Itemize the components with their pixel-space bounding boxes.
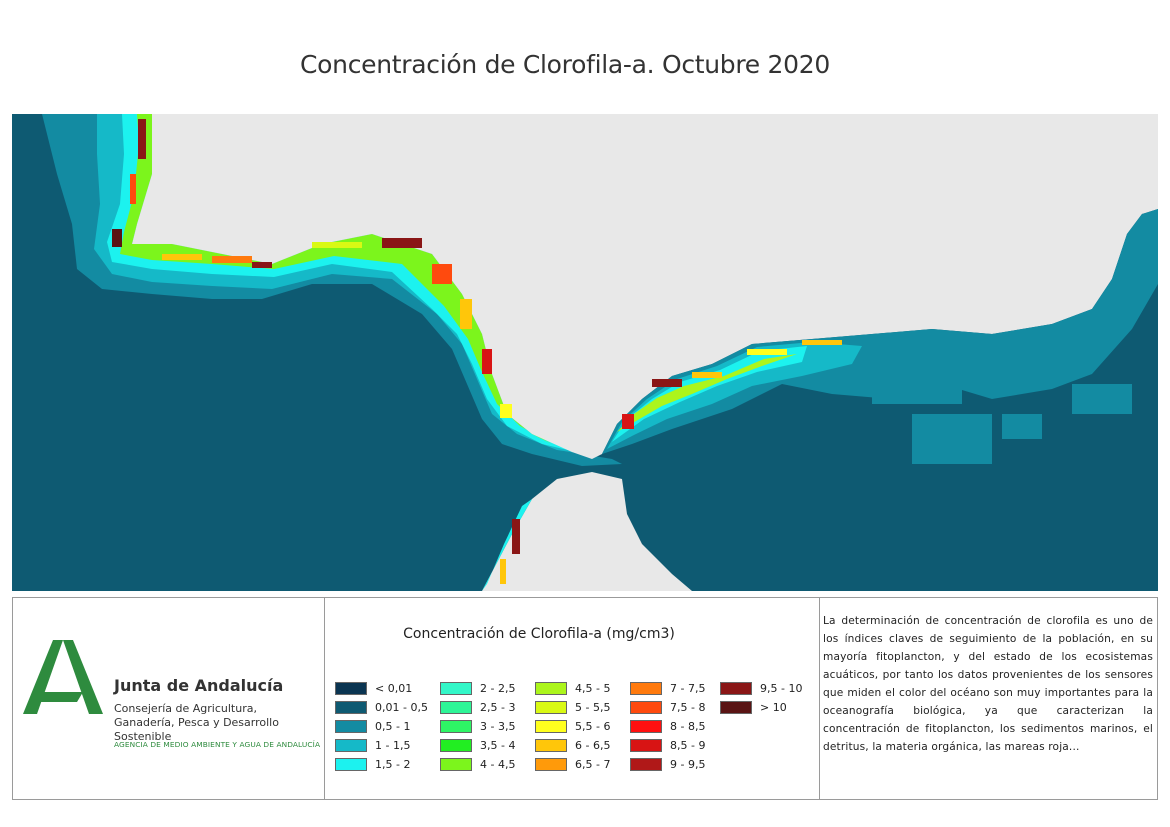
legend-label: 1 - 1,5 [375,739,411,752]
legend-swatch [440,758,472,771]
legend-item: 1,5 - 2 [335,758,410,771]
offshore-patches [872,364,1132,464]
legend-swatch [440,701,472,714]
med-band-outer [602,209,1158,454]
legend-item: < 0,01 [335,682,412,695]
land-spain [132,114,1158,459]
legend-item: 5 - 5,5 [535,701,610,714]
legend-swatch [440,720,472,733]
hotspots [112,119,842,584]
legend-label: 7 - 7,5 [670,682,706,695]
legend-swatch [335,739,367,752]
legend-label: 4 - 4,5 [480,758,516,771]
legend-swatch [535,701,567,714]
legend-item: 3,5 - 4 [440,739,515,752]
legend-item: 2,5 - 3 [440,701,515,714]
panel-divider-left [324,598,325,799]
legend-item: 5,5 - 6 [535,720,610,733]
org-agency: AGENCIA DE MEDIO AMBIENTE Y AGUA DE ANDA… [114,740,321,749]
legend-swatch [535,739,567,752]
legend-label: 0,5 - 1 [375,720,411,733]
legend-item: 4 - 4,5 [440,758,515,771]
legend-item: 7 - 7,5 [630,682,705,695]
legend-label: 9,5 - 10 [760,682,803,695]
med-band-2 [612,346,807,442]
land-morocco [482,472,692,591]
map-title: Concentración de Clorofila-a. Octubre 20… [300,50,830,79]
legend-swatch [335,701,367,714]
legend-item: 4,5 - 5 [535,682,610,695]
junta-logo-icon [23,640,103,714]
morocco-band [482,499,532,591]
legend-swatch [535,682,567,695]
description-text: La determinación de concentración de clo… [823,615,1153,753]
legend-swatch [630,758,662,771]
legend-swatch [535,758,567,771]
legend-swatch [335,682,367,695]
legend-label: 1,5 - 2 [375,758,411,771]
legend-item: 2 - 2,5 [440,682,515,695]
legend-swatch [630,739,662,752]
org-name: Junta de Andalucía [114,676,284,695]
legend-swatch [535,720,567,733]
legend-label: 3 - 3,5 [480,720,516,733]
legend-item: 6,5 - 7 [535,758,610,771]
legend-item: 3 - 3,5 [440,720,515,733]
legend-swatch [440,682,472,695]
org-subtitle: Consejería de Agricultura, Ganadería, Pe… [114,702,279,743]
legend-item: 8,5 - 9 [630,739,705,752]
legend-panel: Junta de Andalucía Consejería de Agricul… [12,597,1158,800]
legend-swatch [630,701,662,714]
legend-item: 0,5 - 1 [335,720,410,733]
legend-label: 5 - 5,5 [575,701,611,714]
legend-label: 5,5 - 6 [575,720,611,733]
legend-swatch [630,682,662,695]
legend-item: 0,01 - 0,5 [335,701,428,714]
legend-label: 3,5 - 4 [480,739,516,752]
legend-label: > 10 [760,701,787,714]
legend-item: 8 - 8,5 [630,720,705,733]
legend-label: 6 - 6,5 [575,739,611,752]
legend-label: 6,5 - 7 [575,758,611,771]
legend-swatch [720,682,752,695]
legend-swatch [335,720,367,733]
chlorophyll-map [12,114,1158,591]
legend-item: 6 - 6,5 [535,739,610,752]
med-band-1 [607,342,862,449]
legend-label: 8 - 8,5 [670,720,706,733]
legend-label: < 0,01 [375,682,413,695]
legend-swatch [440,739,472,752]
legend-title: Concentración de Clorofila-a (mg/cm3) [403,626,675,642]
legend-label: 4,5 - 5 [575,682,611,695]
legend-swatch [720,701,752,714]
legend-label: 2,5 - 3 [480,701,516,714]
legend-item: 7,5 - 8 [630,701,705,714]
legend-item: 9 - 9,5 [630,758,705,771]
panel-divider-right [819,598,820,799]
legend-swatch [335,758,367,771]
legend-item: 1 - 1,5 [335,739,410,752]
legend-label: 9 - 9,5 [670,758,706,771]
legend-label: 0,01 - 0,5 [375,701,428,714]
legend-item: > 10 [720,701,787,714]
legend-label: 7,5 - 8 [670,701,706,714]
legend-label: 2 - 2,5 [480,682,516,695]
legend-swatch [630,720,662,733]
legend-label: 8,5 - 9 [670,739,706,752]
legend-item: 9,5 - 10 [720,682,802,695]
